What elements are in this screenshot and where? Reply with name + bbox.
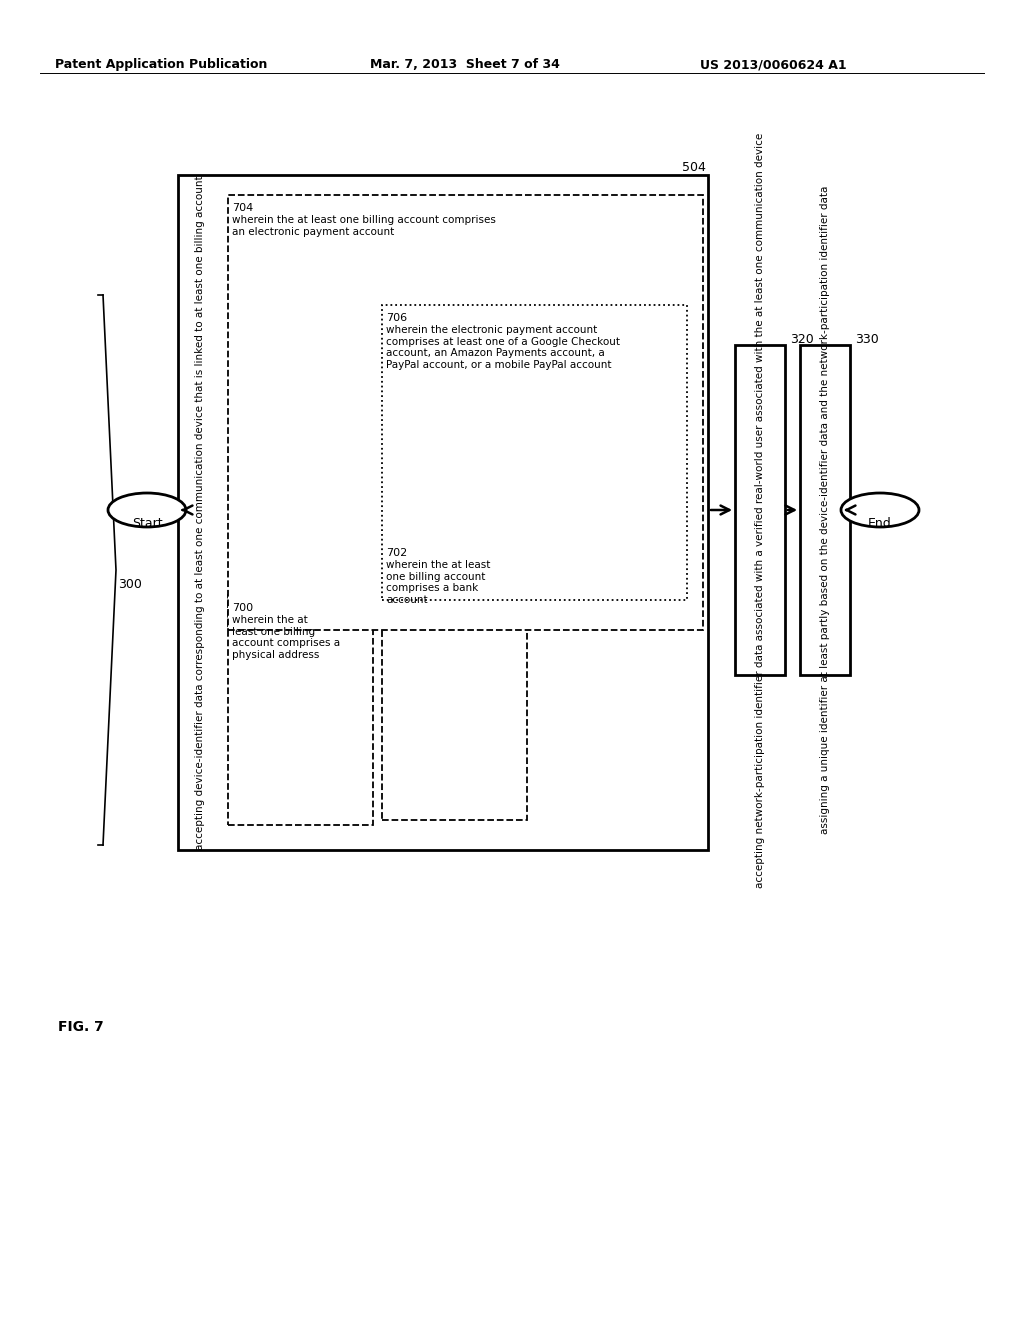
Text: FIG. 7: FIG. 7 bbox=[58, 1020, 103, 1034]
Text: 320: 320 bbox=[790, 333, 814, 346]
Text: accepting device-identifier data corresponding to at least one communication dev: accepting device-identifier data corresp… bbox=[195, 176, 205, 850]
Text: Start: Start bbox=[132, 517, 163, 531]
Bar bbox=[228, 195, 703, 630]
Text: wherein the at least
one billing account
comprises a bank
account: wherein the at least one billing account… bbox=[386, 560, 490, 605]
Bar bbox=[800, 345, 850, 675]
Text: wherein the at least one billing account comprises
an electronic payment account: wherein the at least one billing account… bbox=[232, 215, 496, 236]
Text: 700: 700 bbox=[232, 603, 253, 612]
Ellipse shape bbox=[841, 492, 919, 527]
Text: 702: 702 bbox=[386, 548, 408, 558]
Bar bbox=[228, 595, 373, 825]
Bar bbox=[382, 540, 527, 820]
Bar bbox=[382, 305, 687, 601]
Text: assigning a unique identifier at least partly based on the device-identifier dat: assigning a unique identifier at least p… bbox=[820, 186, 830, 834]
Ellipse shape bbox=[108, 492, 186, 527]
Text: 300: 300 bbox=[118, 578, 142, 591]
Text: Mar. 7, 2013  Sheet 7 of 34: Mar. 7, 2013 Sheet 7 of 34 bbox=[370, 58, 560, 71]
Text: accepting network-participation identifier data associated with a verified real-: accepting network-participation identifi… bbox=[755, 132, 765, 887]
Text: 706: 706 bbox=[386, 313, 408, 323]
Text: Patent Application Publication: Patent Application Publication bbox=[55, 58, 267, 71]
Text: US 2013/0060624 A1: US 2013/0060624 A1 bbox=[700, 58, 847, 71]
Text: 704: 704 bbox=[232, 203, 253, 213]
Text: 330: 330 bbox=[855, 333, 879, 346]
Text: wherein the at
least one billing
account comprises a
physical address: wherein the at least one billing account… bbox=[232, 615, 340, 660]
Text: 504: 504 bbox=[682, 161, 706, 174]
Bar bbox=[178, 176, 708, 850]
Text: wherein the electronic payment account
comprises at least one of a Google Checko: wherein the electronic payment account c… bbox=[386, 325, 620, 370]
Bar bbox=[735, 345, 785, 675]
Text: End: End bbox=[868, 517, 892, 531]
